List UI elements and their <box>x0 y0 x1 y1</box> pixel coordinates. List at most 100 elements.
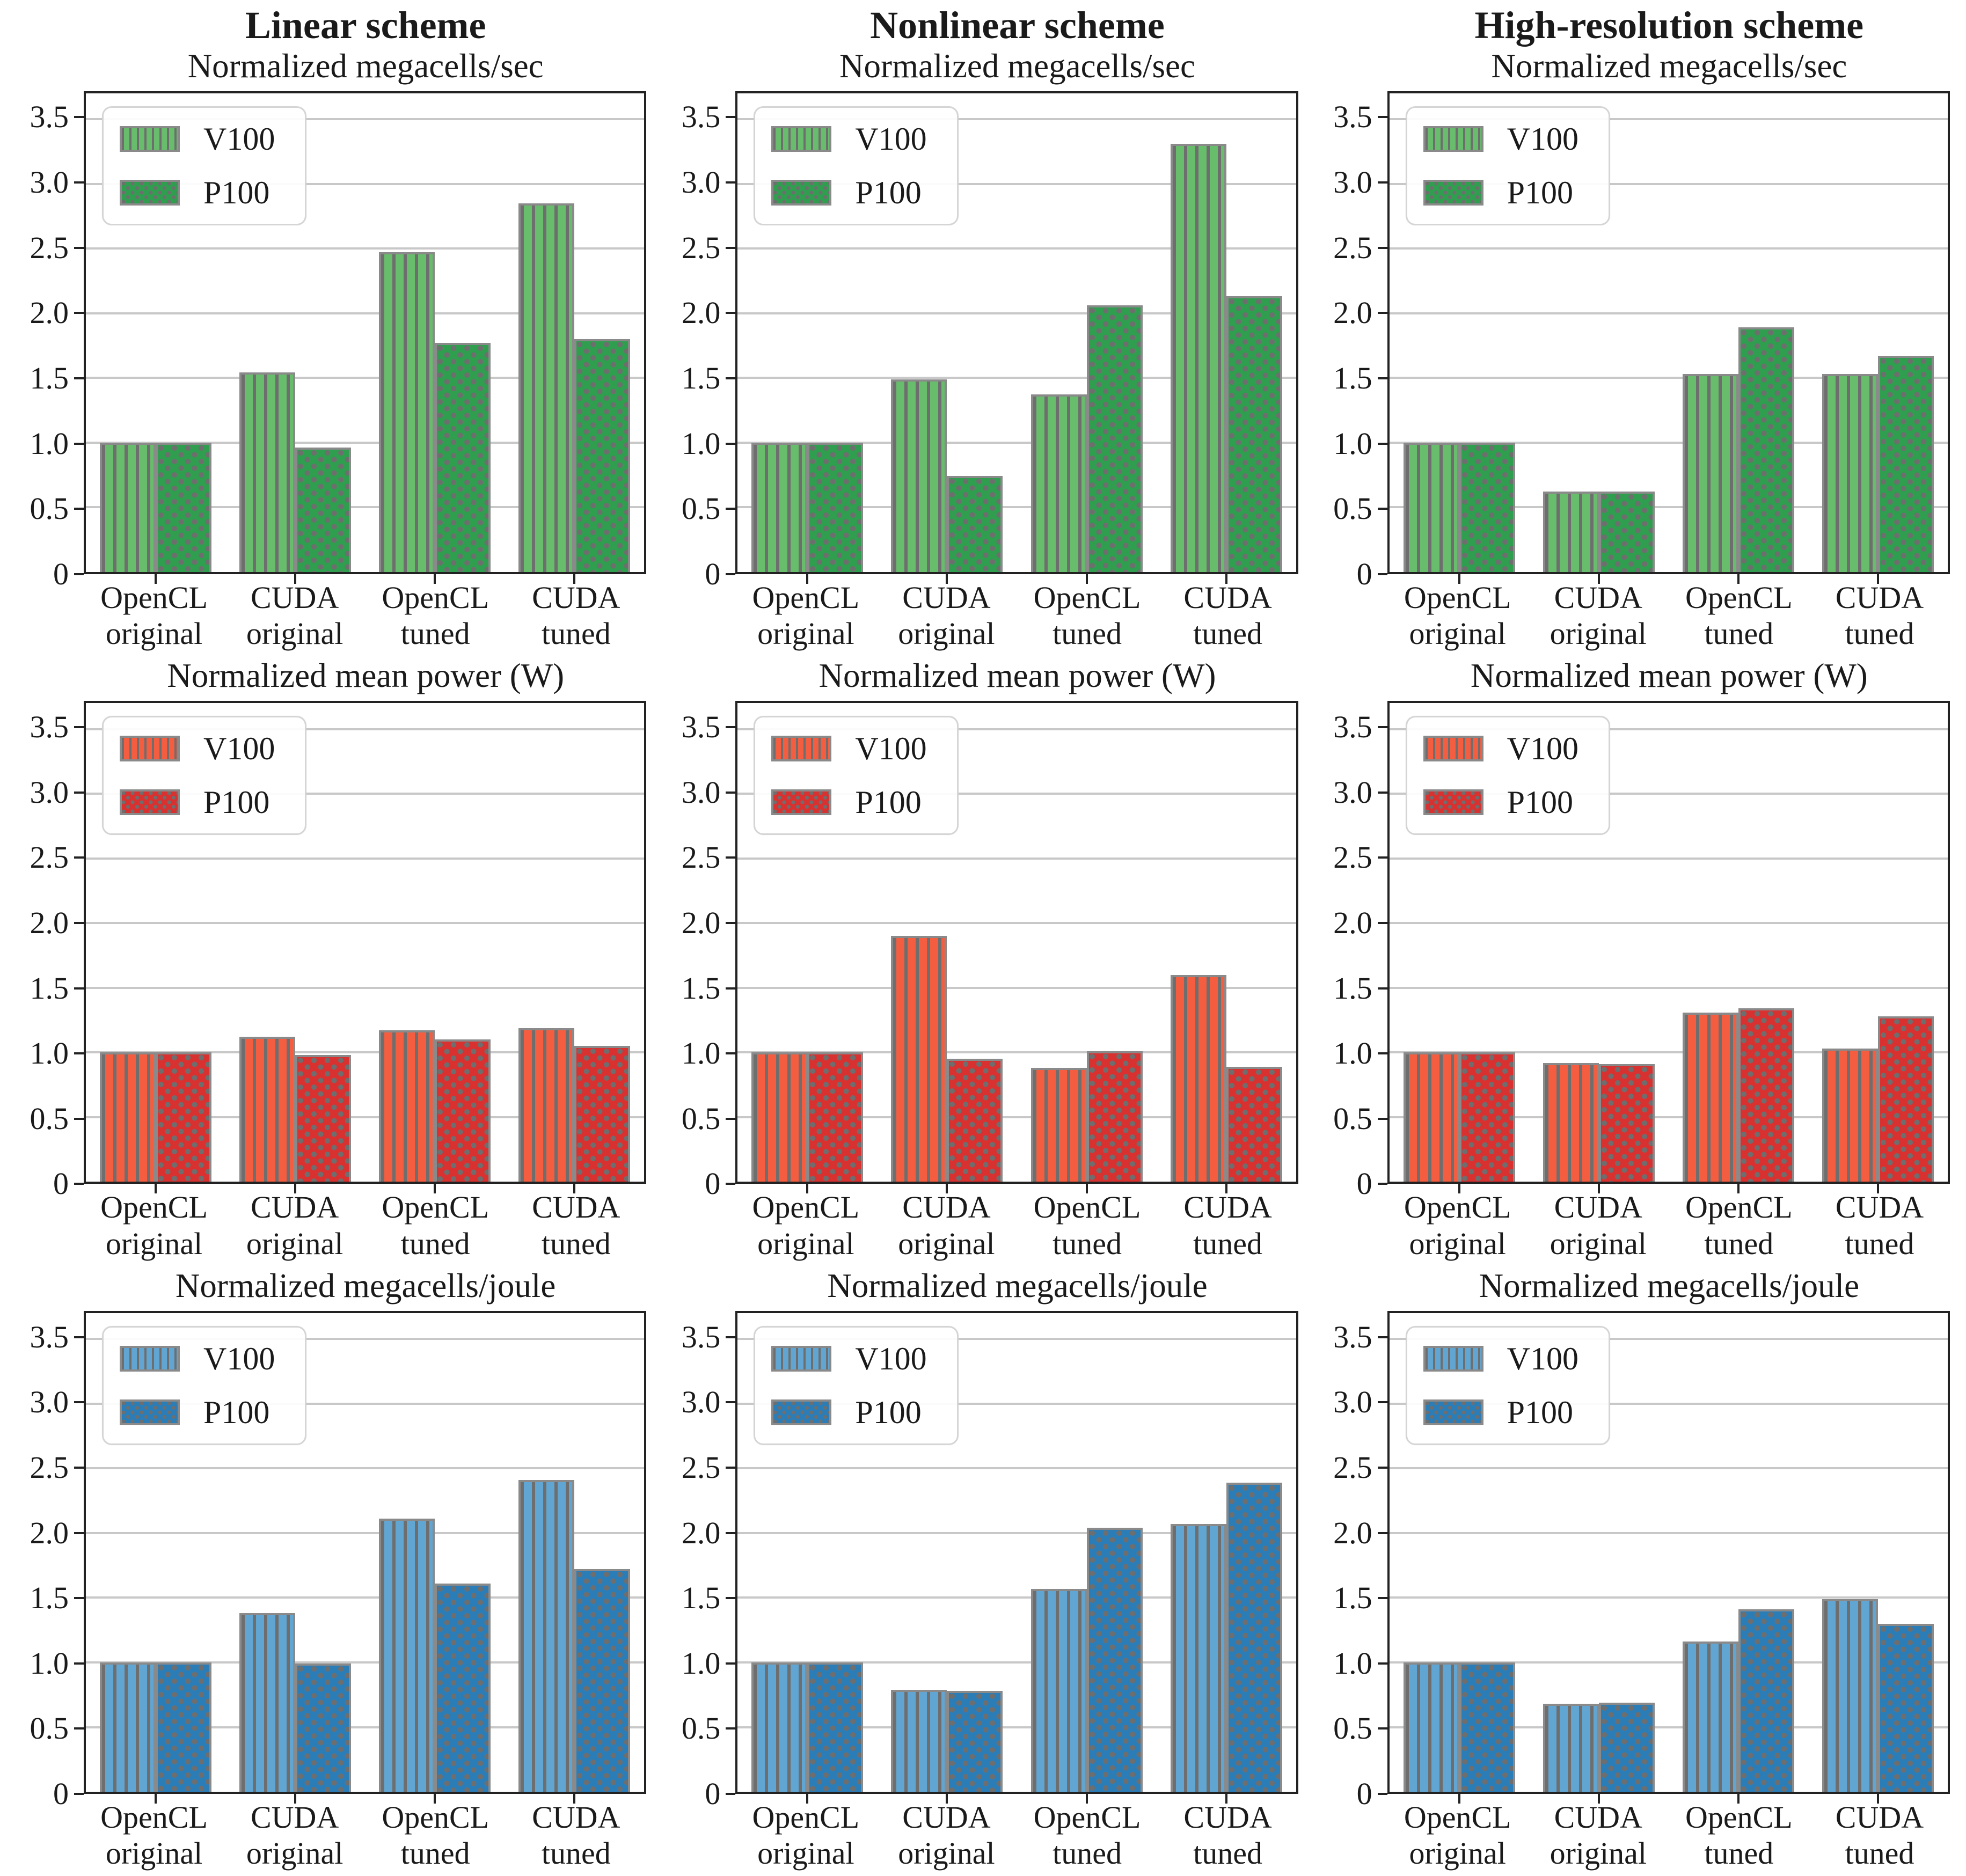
legend-label: V100 <box>203 1341 275 1377</box>
x-tick-label: CUDA original <box>1550 1800 1647 1871</box>
y-tick-label: 3.5 <box>681 99 721 135</box>
legend-label: V100 <box>203 121 275 157</box>
y-tick-mark <box>74 1531 84 1534</box>
x-axis-labels: OpenCL original CUDA original OpenCL tuned CUD… <box>1387 580 1950 652</box>
bar-v100-cuda-tuned <box>1170 1524 1226 1792</box>
y-tick-mark <box>1377 1466 1387 1469</box>
legend-row-v100: V100 <box>1423 1343 1578 1375</box>
gridline <box>1389 312 1948 314</box>
gridline <box>86 1338 645 1340</box>
bar-p100-opencl-tuned <box>1738 327 1794 572</box>
bar-p100-cuda-original <box>1598 492 1655 572</box>
bar-v100-opencl-tuned <box>379 252 435 572</box>
scheme-title: Linear scheme <box>245 4 486 47</box>
y-tick-label: 1.5 <box>1333 360 1372 395</box>
bar-p100-cuda-original <box>295 1055 352 1182</box>
bar-v100-cuda-original <box>891 379 947 572</box>
bar-group-opencl-original <box>1403 703 1515 1182</box>
bar-group-opencl-tuned <box>1030 703 1143 1182</box>
y-tick-label: 1.5 <box>681 1580 721 1616</box>
bar-v100-cuda-tuned <box>1170 974 1226 1182</box>
gridline <box>737 857 1296 860</box>
subplot-normalized-megacells-sec-1: Nonlinear scheme Normalized megacells/se… <box>655 3 1306 656</box>
y-tick-mark <box>74 508 84 510</box>
gridline <box>1389 857 1948 860</box>
bar-v100-opencl-tuned <box>1030 394 1087 572</box>
y-tick-mark <box>1377 726 1387 729</box>
x-tick-mark <box>573 574 576 584</box>
x-axis-labels: OpenCL original CUDA original OpenCL tuned CUD… <box>1387 1189 1950 1262</box>
y-tick-mark <box>1377 377 1387 379</box>
y-tick-mark <box>74 573 84 575</box>
bar-p100-cuda-tuned <box>1877 356 1934 572</box>
bar-v100-cuda-original <box>891 936 947 1182</box>
legend-row-v100: V100 <box>1423 732 1578 765</box>
gridline <box>86 1531 645 1534</box>
y-tick-mark <box>726 987 736 990</box>
y-tick-mark <box>726 442 736 445</box>
bar-p100-opencl-tuned <box>435 343 491 572</box>
y-tick-label: 2.0 <box>30 1515 69 1550</box>
y-tick-label: 0 <box>1356 556 1372 591</box>
subplot-normalized-megacells-joule-6: Normalized megacells/joule 0 0.5 1.0 1.5 2.0… <box>3 1266 655 1876</box>
subplot-normalized-mean-power-w--4: Normalized mean power (W) 0 0.5 1.0 1.5 2.0 2… <box>655 656 1306 1266</box>
y-tick-label: 2.5 <box>681 1449 721 1485</box>
gridline <box>1389 793 1948 795</box>
x-tick-label: CUDA original <box>898 1800 995 1871</box>
gridline <box>1389 377 1948 379</box>
x-tick-mark <box>573 1794 576 1804</box>
y-tick-mark <box>726 1466 736 1469</box>
plot-area: V100 P100 <box>1387 91 1950 584</box>
x-tick-mark <box>1225 574 1227 584</box>
plot-row: 0 0.5 1.0 1.5 2.0 2.5 3.0 3.5 V100 P100 <box>655 701 1306 1199</box>
dot-hatch-swatch-icon <box>771 789 832 816</box>
x-tick-label: OpenCL tuned <box>1033 580 1141 651</box>
y-tick-mark <box>74 1793 84 1796</box>
y-tick-label: 3.0 <box>681 1384 721 1420</box>
x-tick-label: CUDA tuned <box>1183 580 1272 651</box>
gridline <box>737 1661 1296 1664</box>
legend-row-p100: P100 <box>771 1396 926 1428</box>
vertical-hatch-swatch-icon <box>1423 126 1483 152</box>
y-tick-mark <box>1377 573 1387 575</box>
y-tick-mark <box>726 726 736 729</box>
gridline <box>86 506 645 509</box>
bar-p100-cuda-tuned <box>574 1569 631 1792</box>
bar-group-opencl-original <box>751 93 864 572</box>
y-tick-label: 2.0 <box>30 295 69 331</box>
y-tick-label: 2.5 <box>1333 840 1372 875</box>
x-tick-mark <box>1085 1794 1088 1804</box>
bar-v100-cuda-original <box>1543 492 1599 572</box>
plot-area: V100 P100 <box>735 1311 1298 1804</box>
bar-group-cuda-tuned <box>1170 93 1282 572</box>
y-tick-label: 3.0 <box>681 165 721 200</box>
plot-row: 0 0.5 1.0 1.5 2.0 2.5 3.0 3.5 V100 P100 <box>3 91 655 589</box>
y-tick-label: 3.5 <box>30 99 69 135</box>
y-tick-mark <box>74 1662 84 1665</box>
y-tick-mark <box>74 1466 84 1469</box>
y-tick-label: 2.5 <box>681 230 721 265</box>
bar-p100-cuda-original <box>1598 1702 1655 1792</box>
gridline <box>86 1596 645 1599</box>
y-tick-label: 1.0 <box>30 1645 69 1681</box>
plot-row: 0 0.5 1.0 1.5 2.0 2.5 3.0 3.5 V100 P100 <box>655 91 1306 589</box>
bar-group-opencl-original <box>100 93 212 572</box>
x-tick-mark <box>1085 574 1088 584</box>
gridline <box>86 377 645 379</box>
bar-v100-opencl-tuned <box>1030 1068 1087 1182</box>
y-tick-label: 0.5 <box>30 1711 69 1746</box>
x-tick-mark <box>1085 1184 1088 1194</box>
legend-label: P100 <box>203 785 270 820</box>
x-tick-mark <box>434 1184 436 1194</box>
bar-p100-opencl-tuned <box>435 1583 491 1792</box>
gridline <box>737 1531 1296 1534</box>
y-tick-label: 2.5 <box>1333 230 1372 265</box>
y-tick-mark <box>74 246 84 249</box>
y-tick-label: 0 <box>1356 1776 1372 1812</box>
x-axis-labels: OpenCL original CUDA original OpenCL tuned CUD… <box>84 1189 646 1262</box>
legend-label: P100 <box>1507 1395 1574 1431</box>
x-tick-label: CUDA original <box>246 1800 343 1871</box>
gridline <box>1389 1338 1948 1340</box>
bar-group-opencl-tuned <box>379 703 491 1182</box>
bar-v100-cuda-tuned <box>518 203 575 572</box>
